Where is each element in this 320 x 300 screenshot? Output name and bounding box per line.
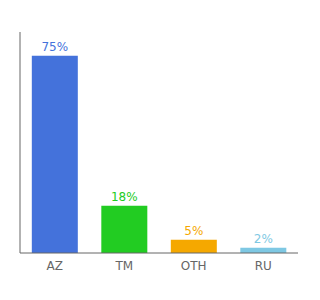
svg-text:5%: 5% (184, 224, 203, 238)
svg-text:AZ: AZ (47, 259, 63, 273)
svg-text:TM: TM (114, 259, 133, 273)
svg-text:18%: 18% (111, 190, 138, 204)
svg-text:2%: 2% (254, 232, 273, 246)
svg-text:75%: 75% (41, 40, 68, 54)
svg-text:OTH: OTH (181, 259, 207, 273)
svg-text:RU: RU (255, 259, 272, 273)
